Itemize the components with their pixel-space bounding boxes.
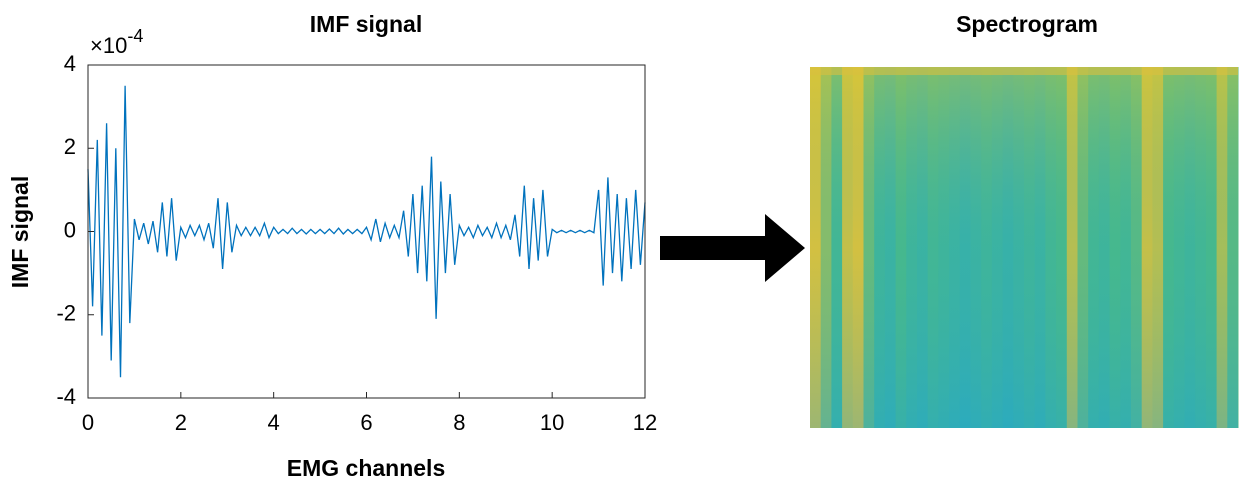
x-tick-label: 2 bbox=[175, 410, 187, 435]
spectrogram bbox=[810, 67, 1239, 428]
y-axis-label: IMF signal bbox=[7, 176, 33, 288]
signal-line bbox=[87, 85, 646, 378]
x-tick-label: 8 bbox=[453, 410, 465, 435]
multiplier-base: ×10 bbox=[90, 33, 127, 58]
plot: 0 2 4 6 8 10 12 -4 -2 0 2 4 bbox=[56, 51, 657, 435]
x-axis-label: EMG channels bbox=[287, 455, 445, 481]
x-tick-label: 10 bbox=[540, 410, 564, 435]
x-tick-label: 4 bbox=[268, 410, 280, 435]
y-tick-label: -4 bbox=[56, 384, 76, 409]
y-tick-label: 2 bbox=[64, 134, 76, 159]
axes-box bbox=[87, 64, 646, 399]
x-tick-label: 6 bbox=[360, 410, 372, 435]
y-multiplier: ×10-4 bbox=[90, 26, 143, 58]
x-tick-label: 0 bbox=[82, 410, 94, 435]
y-tick-label: 0 bbox=[64, 217, 76, 242]
y-tick-label: 4 bbox=[64, 51, 76, 76]
y-tick-label: -2 bbox=[56, 301, 76, 326]
arrow bbox=[660, 214, 805, 282]
shading bbox=[810, 67, 1238, 428]
chart-title: IMF signal bbox=[310, 11, 422, 37]
multiplier-exponent: -4 bbox=[127, 26, 143, 46]
chart-title: Spectrogram bbox=[956, 11, 1098, 37]
x-tick-label: 12 bbox=[633, 410, 657, 435]
top-band bbox=[810, 67, 1238, 75]
